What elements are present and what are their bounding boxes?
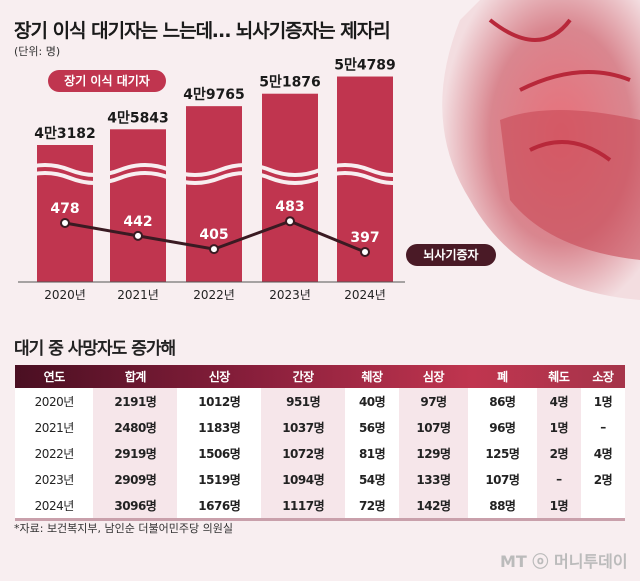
col-header: 소장 [592, 370, 614, 384]
donor-label-3: 483 [275, 199, 304, 215]
table-cell: 2909명 [93, 466, 178, 492]
donor-point-1 [133, 230, 143, 241]
table-cell: 142명 [399, 492, 468, 520]
logo: MT ⓞ 머니투데이 [500, 552, 628, 571]
table-cell: 2191명 [93, 388, 178, 414]
table-cell: 88명 [489, 498, 516, 513]
col-header: 췌도 [548, 370, 570, 384]
col-header: 연도 [43, 370, 66, 384]
donor-label-2: 405 [199, 227, 228, 243]
table-row: 2022년 2919명 1506명 1072명 81명 129명 125명 2명 4명 [15, 440, 625, 466]
table-cell: 2020년 [34, 394, 75, 409]
bar-label-4: 5만4789 [334, 58, 396, 74]
unit-label: (단위: 명) [14, 45, 61, 58]
table-cell: 2021년 [34, 420, 75, 435]
table-cell: 54명 [358, 472, 386, 487]
donor-point-3 [285, 216, 295, 227]
table-cell: 133명 [399, 466, 468, 492]
col-header: 폐 [497, 370, 508, 384]
table-cell: 2919명 [93, 440, 178, 466]
table-cell: – [600, 420, 606, 434]
col-header: 췌장 [361, 370, 384, 384]
table-cell: 1명 [536, 492, 581, 520]
table-cell: 72명 [358, 498, 386, 513]
donor-label-0: 478 [50, 201, 79, 217]
x-tick-3: 2023년 [269, 288, 311, 302]
table-cell: 2022년 [34, 446, 75, 461]
bar-label-2: 4만9765 [183, 87, 245, 103]
table-title: 대기 중 사망자도 증가해 [14, 339, 176, 359]
table-cell: 2024년 [34, 498, 75, 513]
table-cell: 4명 [593, 446, 613, 461]
table-cell: 3096명 [93, 492, 178, 520]
table-cell: 1명 [536, 414, 581, 440]
table-row: 2020년 2191명 1012명 951명 40명 97명 86명 4명 1명 [15, 388, 625, 414]
axis-break-0 [19, 163, 412, 177]
legend-donors: 뇌사기증자 [406, 244, 496, 266]
table-cell: 1506명 [198, 446, 241, 461]
table-cell: 1명 [593, 394, 613, 409]
bar-label-1: 4만5843 [107, 110, 169, 126]
table-cell: 951명 [261, 388, 346, 414]
table-cell: 40명 [358, 394, 386, 409]
table-cell: 1676명 [198, 498, 241, 513]
legend-waiting: 장기 이식 대기자 [48, 70, 166, 92]
donor-label-4: 397 [350, 230, 379, 246]
table-cell: 1519명 [198, 472, 241, 487]
table-cell: 4명 [536, 388, 581, 414]
bar-label-3: 5만1876 [259, 75, 321, 91]
table-cell: 1072명 [261, 440, 346, 466]
table-cell: 1012명 [198, 394, 241, 409]
table-row: 2023년 2909명 1519명 1094명 54명 133명 107명 –2명 [15, 466, 625, 492]
bar-3 [262, 93, 318, 282]
chart: 4만3182 2020년 4만5843 2021년 4만9765 2022년 5만1876 2… [18, 57, 412, 302]
table-cell: 2명 [536, 440, 581, 466]
donor-point-0 [60, 218, 70, 228]
donor-label-1: 442 [123, 214, 152, 230]
col-header: 합계 [124, 370, 147, 384]
table-cell: 129명 [399, 440, 468, 466]
table-cell: 2480명 [93, 414, 178, 440]
x-tick-2: 2022년 [193, 288, 235, 302]
table-cell: 1037명 [261, 414, 346, 440]
deaths-table: 연도 합계 신장 간장 췌장 심장 폐 췌도 소장 2020년 2191명 1012명 951명 40명… [15, 365, 625, 521]
table-row: 2024년 3096명 1676명 1117명 72명 142명 88명 1명 [15, 492, 625, 520]
table-cell: 125명 [485, 446, 520, 461]
source-note: *자료: 보건복지부, 남인순 더불어민주당 의원실 [14, 522, 233, 535]
kidney-illustration [442, 0, 640, 300]
table-cell: 1183명 [198, 420, 241, 435]
x-tick-0: 2020년 [44, 288, 86, 302]
donor-point-4 [360, 246, 370, 257]
table-cell: 97명 [399, 388, 468, 414]
axis-break-1 [19, 171, 412, 185]
table-cell: 96명 [489, 420, 516, 435]
table-cell: 56명 [358, 420, 386, 435]
table-cell: 81명 [358, 446, 386, 461]
table-cell: 107명 [399, 414, 468, 440]
bar-label-0: 4만3182 [34, 126, 96, 142]
table-cell [581, 492, 625, 520]
table-cell: 1117명 [261, 492, 346, 520]
table-cell: 86명 [489, 394, 516, 409]
table-row: 2021년 2480명 1183명 1037명 56명 107명 96명 1명 – [15, 414, 625, 440]
table-cell: 2명 [593, 472, 613, 487]
table-cell: 2023년 [34, 472, 75, 487]
table-cell: 1094명 [261, 466, 346, 492]
chart-title: 장기 이식 대기자는 느는데… 뇌사기증자는 제자리 [14, 20, 391, 42]
donor-point-2 [209, 244, 219, 255]
col-header: 간장 [292, 370, 315, 384]
x-tick-4: 2024년 [344, 288, 386, 302]
bar-1 [110, 129, 166, 282]
bar-2 [186, 106, 242, 282]
col-header: 신장 [208, 370, 231, 384]
x-tick-1: 2021년 [117, 288, 159, 302]
table-cell: 107명 [485, 472, 520, 487]
col-header: 심장 [422, 370, 445, 384]
table-cell: – [536, 466, 581, 492]
